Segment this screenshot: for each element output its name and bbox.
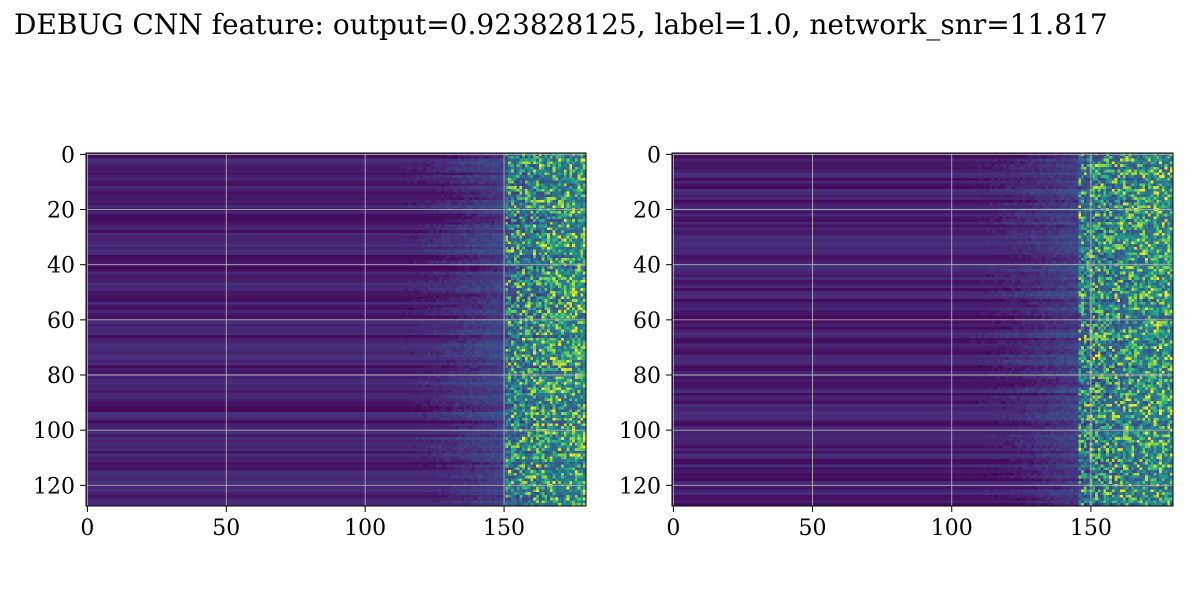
heatmap-panel-right: 0 50 100 150 0 20 40 60 80 100 120 [619, 143, 1174, 541]
x-tick-label: 150 [1070, 516, 1112, 541]
axes-frame [85, 152, 587, 507]
x-tick-label: 150 [483, 516, 525, 541]
x-tick-label: 100 [344, 516, 386, 541]
y-tick-label: 20 [47, 199, 75, 224]
y-tick-label: 80 [633, 364, 661, 389]
heatmap-panel-left: 0 50 100 150 0 20 40 60 80 100 120 [33, 143, 587, 541]
x-tick-label: 100 [931, 516, 973, 541]
y-tick-label: 120 [619, 474, 661, 499]
heatmap-image [672, 153, 1173, 506]
y-tick-label: 40 [47, 254, 75, 279]
y-tick-label: 100 [619, 419, 661, 444]
axes-frame [671, 152, 1174, 507]
x-tick-label: 0 [666, 516, 680, 541]
y-tick-label: 80 [47, 364, 75, 389]
y-tick-label: 0 [647, 143, 661, 168]
x-tick-label: 50 [799, 516, 827, 541]
figure-title: DEBUG CNN feature: output=0.923828125, l… [14, 8, 1108, 41]
y-tick-label: 120 [33, 474, 75, 499]
x-tick-label: 0 [80, 516, 94, 541]
x-tick-label: 50 [212, 516, 240, 541]
y-tick-label: 60 [633, 309, 661, 334]
y-tick-label: 40 [633, 254, 661, 279]
y-tick-label: 60 [47, 309, 75, 334]
y-tick-label: 100 [33, 419, 75, 444]
y-tick-label: 20 [633, 199, 661, 224]
heatmap-image [86, 153, 586, 506]
y-tick-label: 0 [61, 143, 75, 168]
